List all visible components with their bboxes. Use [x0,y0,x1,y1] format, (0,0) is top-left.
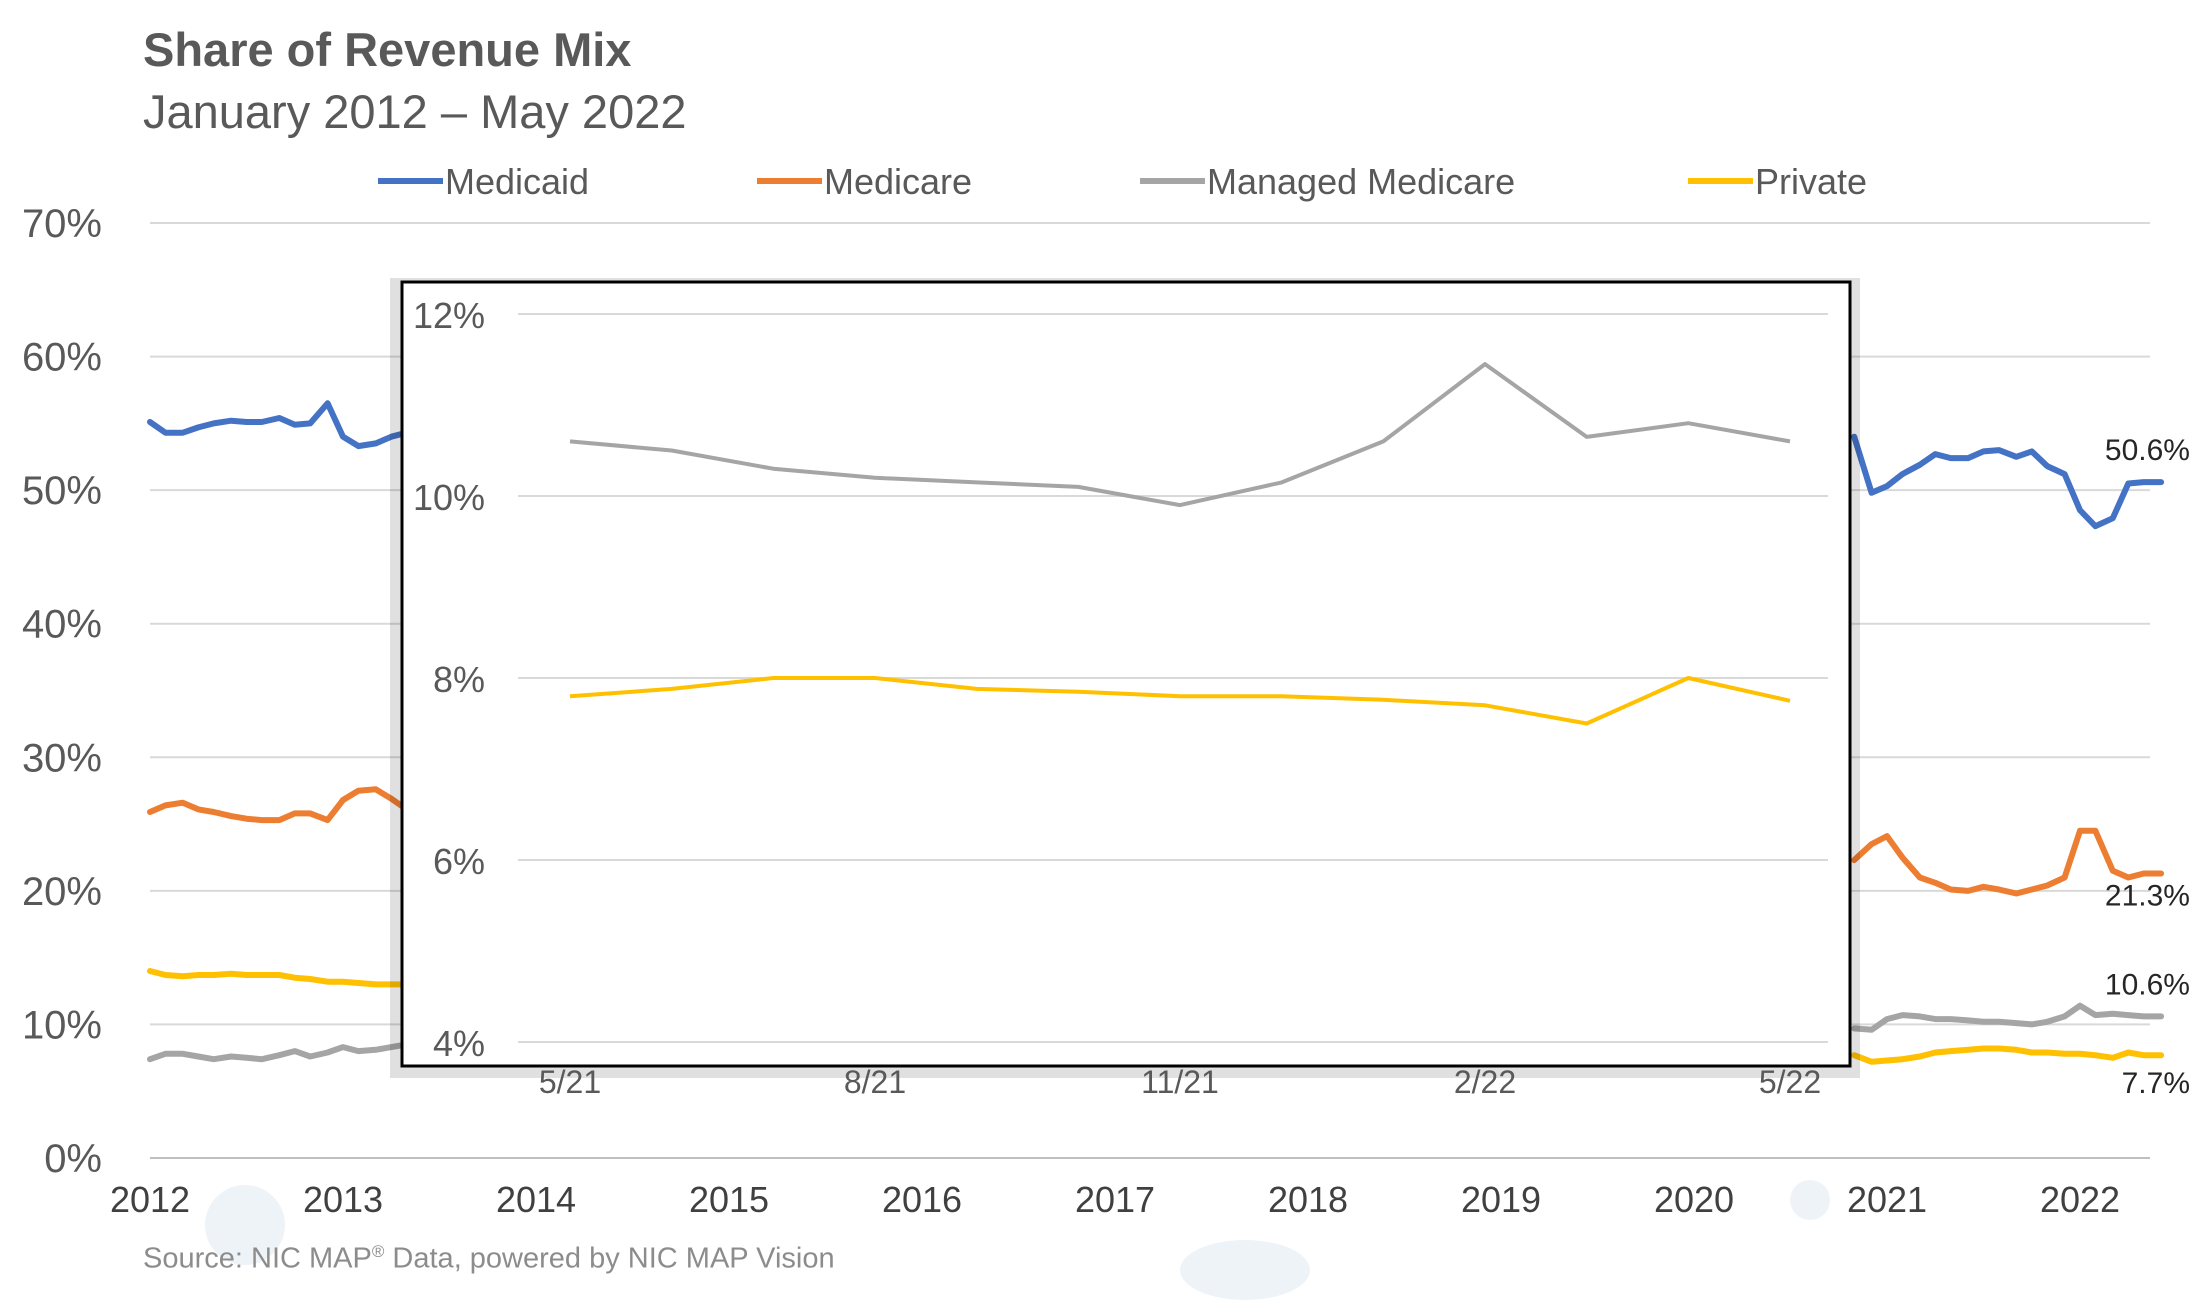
x-tick-label: 2015 [689,1179,769,1220]
x-tick-label: 2020 [1654,1179,1734,1220]
series-line-managed-medicare [147,1041,428,1063]
source-note: Source: NIC MAP® Data, powered by NIC MA… [143,1242,835,1276]
inset-y-tick-label: 10% [413,477,485,518]
x-tick-label: 2019 [1461,1179,1541,1220]
inset-x-tick-label: 8/21 [844,1064,906,1100]
y-tick-label: 10% [22,1003,102,1047]
inset-x-tick-label: 11/21 [1141,1064,1219,1100]
inset-y-tick-label: 6% [433,841,485,882]
source-registered-mark: ® [371,1242,385,1261]
x-tick-label: 2014 [496,1179,576,1220]
inset-y-tick-label: 4% [433,1023,485,1064]
inset-chart: 4% 6% 8% 10% 12% 5/21 8/21 11/21 2/22 5/22 [390,278,1860,1100]
main-y-axis: 0% 10% 20% 30% 40% 50% 60% 70% [22,202,102,1181]
x-tick-label: 2021 [1847,1179,1927,1220]
series-line-private [1851,1045,2165,1065]
legend-label-managed-medicare: Managed Medicare [1207,161,1515,202]
x-tick-label: 2012 [110,1179,190,1220]
x-tick-label: 2016 [882,1179,962,1220]
inset-frame [400,280,1852,1068]
series-line-medicaid [1851,433,2165,530]
inset-x-axis: 5/21 8/21 11/21 2/22 5/22 [539,1064,1821,1100]
end-label-medicaid: 50.6% [2105,434,2190,467]
background-watermark [1790,1180,1830,1220]
main-x-axis: 2012 2013 2014 2015 2016 2017 2018 2019 2020 2021… [110,1179,2120,1220]
chart-subtitle: January 2012 – May 2022 [143,85,687,138]
inset-x-tick-label: 5/21 [539,1064,601,1100]
x-tick-label: 2017 [1075,1179,1155,1220]
y-tick-label: 50% [22,469,102,513]
legend-label-private: Private [1755,161,1867,202]
inset-gridlines [518,313,1828,1043]
x-tick-label: 2013 [303,1179,383,1220]
x-tick-label: 2022 [2040,1179,2120,1220]
y-tick-label: 60% [22,336,102,380]
legend-label-medicaid: Medicaid [445,161,589,202]
series-line-private [147,968,428,988]
source-text-rest: Data, powered by NIC MAP Vision [384,1242,835,1275]
y-tick-label: 30% [22,736,102,780]
inset-y-tick-label: 12% [413,295,485,336]
background-watermark [205,1185,285,1265]
legend: Medicaid Medicare Managed Medicare Private [378,161,1867,202]
series-line-medicaid [147,400,428,450]
y-tick-label: 40% [22,603,102,647]
end-label-medicare: 21.3% [2105,879,2190,912]
inset-x-tick-label: 5/22 [1759,1064,1821,1100]
chart-title: Share of Revenue Mix [143,23,632,76]
inset-y-axis: 4% 6% 8% 10% 12% [413,295,485,1064]
y-tick-label: 70% [22,202,102,246]
inset-series [569,362,1791,726]
main-series [147,400,2165,1065]
inset-x-tick-label: 2/22 [1454,1064,1516,1100]
series-line-managed-medicare [1851,1002,2165,1033]
source-text: Source: NIC MAP [143,1242,372,1275]
series-line-medicare [147,786,428,824]
inset-series-line-managed-medicare [569,362,1791,508]
inset-series-line-private [569,676,1791,726]
inset-y-tick-label: 8% [433,659,485,700]
end-labels: 50.6% 21.3% 10.6% 7.7% [2105,434,2190,1100]
end-label-private: 7.7% [2122,1067,2190,1100]
y-tick-label: 0% [44,1137,102,1181]
series-line-medicare [1851,827,2165,897]
legend-label-medicare: Medicare [824,161,972,202]
end-label-managed-medicare: 10.6% [2105,968,2190,1001]
x-tick-label: 2018 [1268,1179,1348,1220]
y-tick-label: 20% [22,870,102,914]
